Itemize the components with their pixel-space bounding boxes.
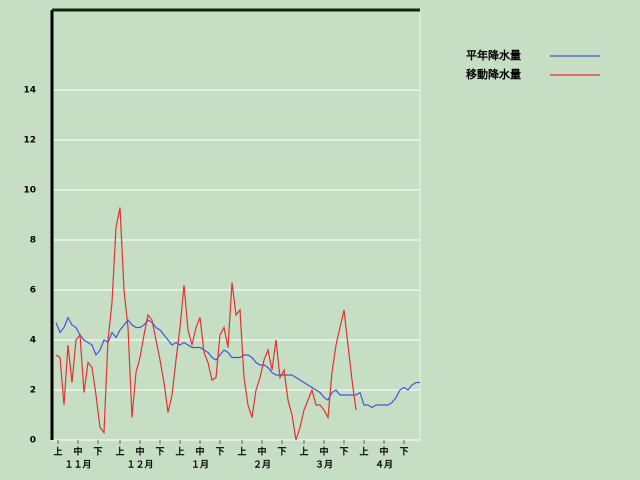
- x-tick-label: 下: [339, 447, 348, 458]
- x-tick-label: 上: [237, 446, 246, 458]
- legend-label: 移動降水量: [466, 67, 521, 81]
- x-tick-label: 上: [175, 446, 184, 458]
- y-tick-label: 12: [23, 136, 36, 146]
- x-tick-label: 上: [359, 446, 368, 458]
- data-line: [55, 207, 357, 441]
- month-label: ４月: [375, 460, 393, 471]
- x-tick-label: 下: [215, 447, 224, 458]
- data-line: [55, 316, 420, 409]
- x-tick-label: 下: [277, 447, 286, 458]
- month-label: １１月: [64, 460, 91, 471]
- x-tick-label: 上: [299, 446, 308, 458]
- x-tick-label: 中: [195, 446, 204, 458]
- y-tick-label: 14: [23, 86, 36, 96]
- x-tick-label: 下: [93, 447, 102, 458]
- x-tick-label: 下: [399, 447, 408, 458]
- y-tick-label: 4: [30, 336, 36, 346]
- y-tick-label: 2: [30, 386, 36, 396]
- y-tick-label: 10: [23, 186, 36, 196]
- month-label: ３月: [315, 460, 333, 471]
- month-label: １２月: [126, 460, 153, 471]
- x-tick-label: 中: [73, 446, 82, 458]
- y-tick-label: 0: [30, 436, 36, 446]
- x-tick-label: 中: [379, 446, 388, 458]
- x-tick-label: 上: [115, 446, 124, 458]
- legend-label: 平年降水量: [466, 48, 521, 62]
- month-label: ２月: [253, 460, 271, 471]
- x-tick-label: 中: [135, 446, 144, 458]
- x-tick-label: 中: [319, 446, 328, 458]
- x-tick-label: 上: [53, 446, 62, 458]
- month-label: １月: [191, 460, 209, 471]
- x-tick-label: 下: [155, 447, 164, 458]
- y-tick-label: 8: [30, 236, 36, 246]
- y-tick-label: 6: [30, 286, 36, 296]
- x-tick-label: 中: [257, 446, 266, 458]
